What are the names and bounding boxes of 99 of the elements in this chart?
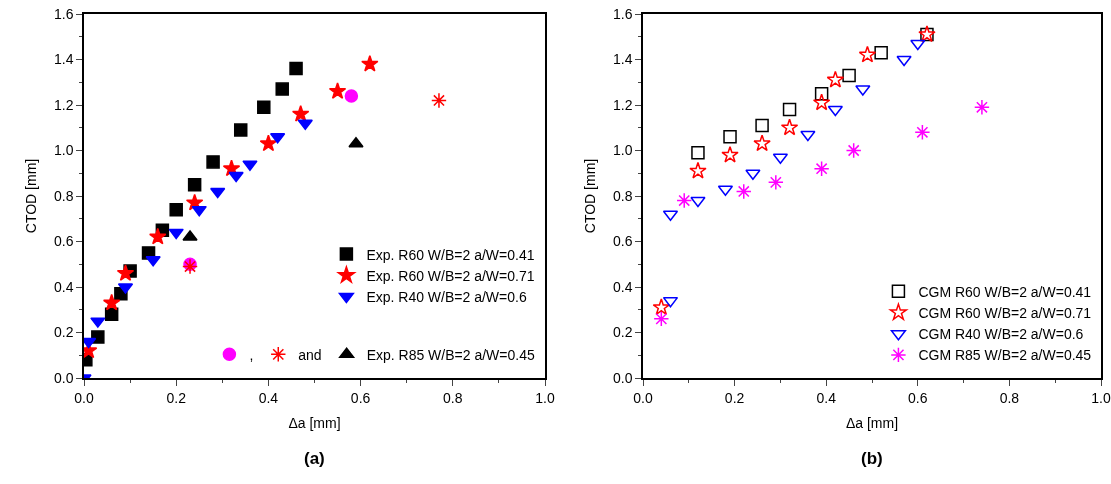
legend-label: CGM R85 W/B=2 a/W=0.45 — [918, 347, 1092, 364]
legend-label: Exp. R60 W/B=2 a/W=0.71 — [366, 267, 535, 284]
point — [257, 100, 271, 115]
y-axis-title: CTOD [mm] — [582, 158, 599, 234]
point — [858, 45, 877, 63]
point — [772, 153, 789, 165]
legend-label: , — [249, 346, 254, 363]
point — [145, 255, 161, 267]
legend-label: CGM R60 W/B=2 a/W=0.41 — [918, 283, 1092, 300]
legend-label: and — [298, 346, 322, 363]
point — [653, 310, 670, 327]
point — [973, 99, 990, 116]
x-tick-label: 0.6 — [350, 389, 371, 406]
x-tick-label: 0.4 — [816, 389, 837, 406]
point — [782, 102, 797, 117]
x-axis-title: Δa [mm] — [288, 415, 341, 432]
point — [328, 82, 347, 99]
point — [812, 93, 831, 111]
point — [721, 145, 739, 163]
point — [800, 130, 816, 142]
point — [735, 183, 752, 200]
point — [431, 92, 447, 109]
x-tick-label: 1.0 — [535, 389, 555, 406]
x-tick-label: 0.0 — [633, 389, 653, 406]
point — [662, 296, 679, 308]
point — [102, 293, 121, 311]
point — [168, 228, 184, 240]
x-tick-label: 0.2 — [166, 389, 187, 406]
point — [149, 227, 167, 245]
x-tick-label: 1.0 — [1091, 389, 1111, 406]
y-tick-label: 1.2 — [612, 96, 633, 113]
y-tick-label: 1.0 — [612, 142, 633, 159]
y-tick-label: 0.2 — [612, 324, 633, 341]
point — [753, 134, 771, 152]
legend-label: Exp. R40 W/B=2 a/W=0.6 — [366, 288, 527, 305]
point — [691, 146, 705, 160]
x-axis-title: Δa [mm] — [845, 415, 899, 432]
point — [348, 136, 364, 148]
y-tick-label: 0.6 — [53, 233, 74, 250]
y-tick-label: 0.8 — [612, 187, 633, 204]
y-tick-label: 1.6 — [612, 5, 633, 22]
point — [767, 174, 784, 191]
point — [191, 205, 207, 217]
point — [723, 130, 737, 144]
y-tick-label: 0.2 — [53, 324, 74, 341]
point — [361, 54, 379, 72]
y-tick-label: 0.8 — [53, 187, 74, 204]
point — [233, 123, 248, 137]
point — [690, 196, 706, 208]
y-tick-label: 1.4 — [53, 51, 74, 68]
point — [259, 134, 278, 152]
legend-label: CGM R40 W/B=2 a/W=0.6 — [918, 326, 1084, 343]
point — [344, 89, 359, 103]
y-tick-label: 0.6 — [612, 233, 633, 250]
x-tick-label: 0.2 — [724, 389, 745, 406]
point — [116, 264, 135, 281]
point — [182, 258, 198, 275]
y-tick-label: 1.2 — [53, 96, 74, 113]
legend-label: Exp. R85 W/B=2 a/W=0.45 — [366, 346, 535, 363]
x-tick-label: 0.4 — [258, 389, 279, 406]
point — [826, 70, 845, 88]
point — [291, 104, 310, 122]
point — [676, 192, 693, 209]
point — [845, 142, 862, 159]
point — [210, 187, 226, 199]
text: (a) — [304, 449, 325, 468]
text: (b) — [861, 449, 883, 468]
point — [780, 118, 799, 136]
point — [896, 55, 912, 67]
y-tick-label: 0.4 — [612, 278, 633, 295]
x-tick-label: 0.8 — [443, 389, 463, 406]
point — [827, 105, 844, 117]
point — [289, 61, 303, 76]
point — [910, 39, 926, 51]
point — [169, 202, 183, 217]
y-tick-label: 1.4 — [612, 51, 633, 68]
y-tick-label: 0.0 — [612, 369, 633, 386]
point — [91, 330, 105, 344]
point — [914, 124, 931, 141]
y-tick-label: 1.0 — [53, 142, 74, 159]
point — [689, 161, 707, 179]
point — [813, 160, 830, 177]
y-tick-label: 1.6 — [53, 5, 74, 22]
point — [874, 45, 888, 60]
point — [187, 177, 202, 192]
y-axis-title: CTOD [mm] — [23, 158, 40, 234]
y-tick-label: 0.4 — [53, 278, 74, 295]
point — [842, 68, 856, 83]
point — [755, 118, 769, 133]
point — [652, 298, 671, 316]
x-tick-label: 0.6 — [908, 389, 928, 406]
legend-label: Exp. R60 W/B=2 a/W=0.41 — [366, 246, 535, 263]
point — [275, 82, 289, 96]
point — [206, 155, 220, 169]
point — [228, 171, 244, 183]
y-tick-label: 0.0 — [53, 369, 74, 386]
legend-label: CGM R60 W/B=2 a/W=0.71 — [918, 304, 1092, 321]
x-tick-label: 0.0 — [74, 389, 94, 406]
x-tick-label: 0.8 — [999, 389, 1020, 406]
